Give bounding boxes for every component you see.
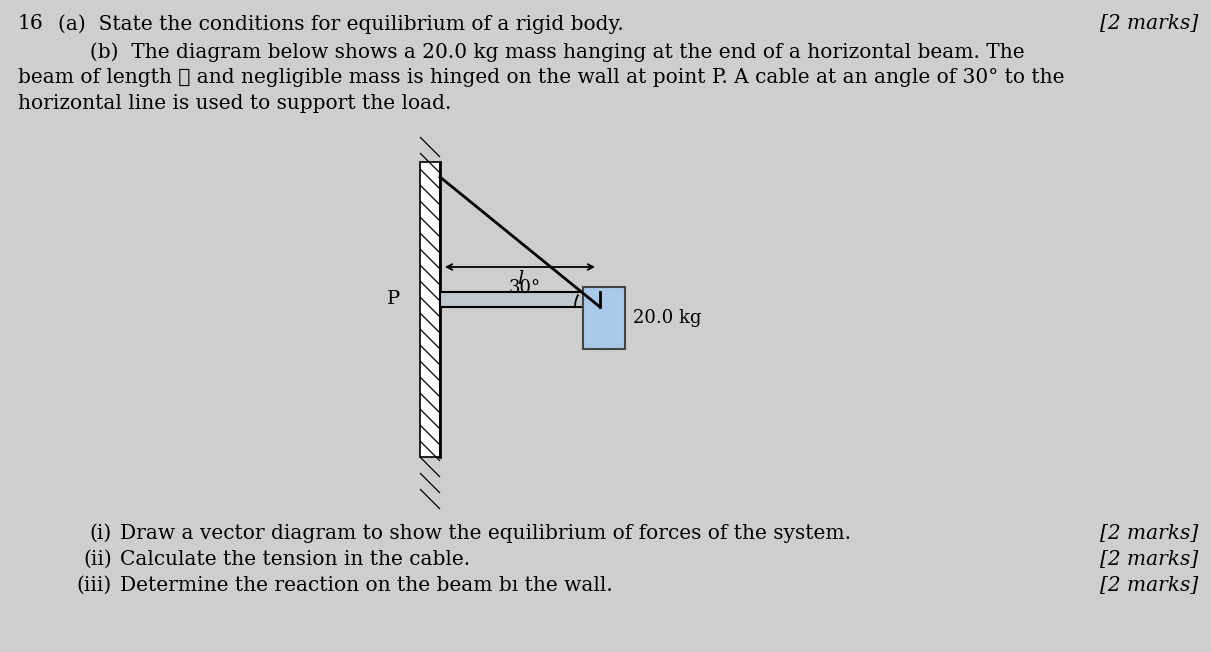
Text: 16: 16 [18, 14, 44, 33]
Text: Calculate the tension in the cable.: Calculate the tension in the cable. [120, 550, 470, 569]
Text: (i): (i) [90, 524, 111, 543]
Text: Draw a vector diagram to show the equilibrium of forces of the system.: Draw a vector diagram to show the equili… [120, 524, 851, 543]
Text: [2 marks]: [2 marks] [1100, 550, 1198, 569]
Text: (iii): (iii) [76, 576, 111, 595]
Text: (a)  State the conditions for equilibrium of a rigid body.: (a) State the conditions for equilibrium… [58, 14, 624, 34]
Text: 20.0 kg: 20.0 kg [633, 309, 701, 327]
Bar [420, 162, 440, 457]
Text: beam of length ℓ and negligible mass is hinged on the wall at point P. A cable a: beam of length ℓ and negligible mass is … [18, 68, 1064, 87]
Text: (ii): (ii) [84, 550, 111, 569]
Text: Determine the reaction on the beam bı the wall.: Determine the reaction on the beam bı th… [120, 576, 613, 595]
Bar [582, 287, 625, 349]
Text: l: l [517, 270, 523, 288]
Text: [2 marks]: [2 marks] [1100, 524, 1198, 543]
Text: horizontal line is used to support the load.: horizontal line is used to support the l… [18, 94, 452, 113]
Bar [440, 292, 599, 307]
Text: [2 marks]: [2 marks] [1100, 14, 1198, 33]
Text: P: P [386, 290, 400, 308]
Text: (b)  The diagram below shows a 20.0 kg mass hanging at the end of a horizontal b: (b) The diagram below shows a 20.0 kg ma… [58, 42, 1025, 62]
Text: 30°: 30° [509, 279, 541, 297]
Text: [2 marks]: [2 marks] [1100, 576, 1198, 595]
